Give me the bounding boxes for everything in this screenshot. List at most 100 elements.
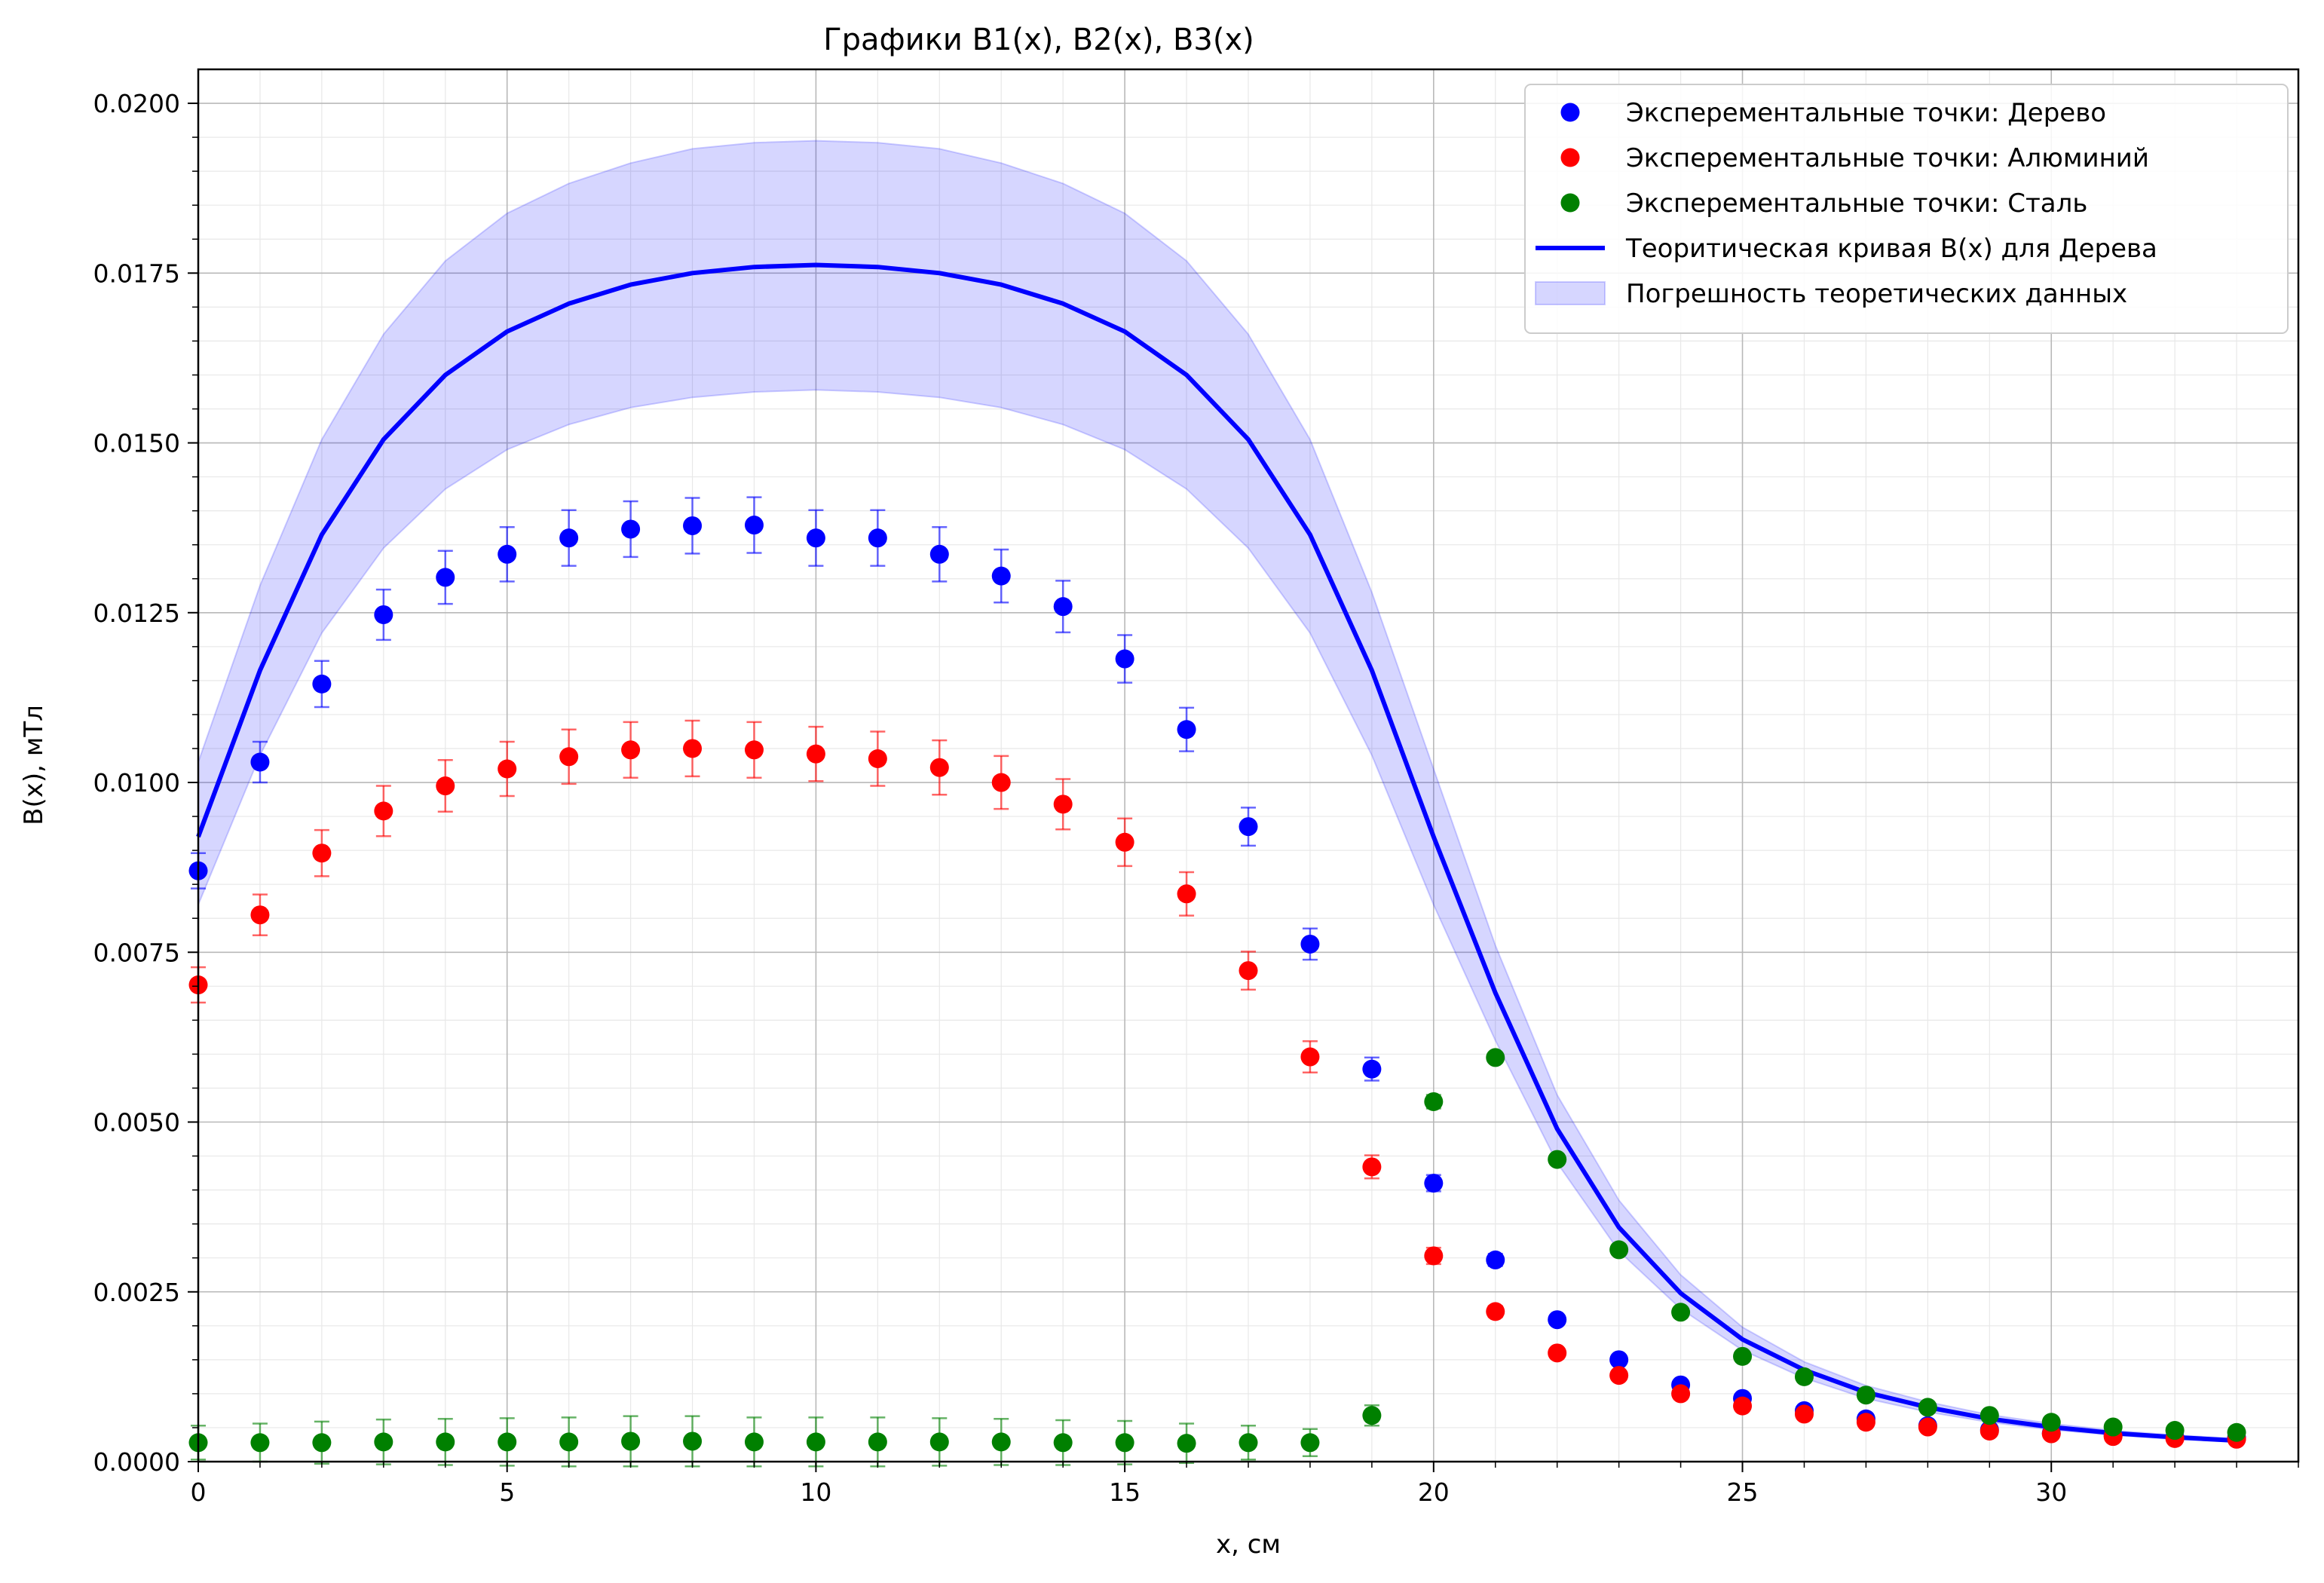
data-point (744, 740, 764, 760)
theory-line (196, 262, 2237, 1444)
data-point (1362, 1406, 1382, 1425)
data-point (621, 519, 641, 539)
data-point (436, 1432, 455, 1452)
data-point (1115, 832, 1134, 852)
axis-ticks: 0 5 10 15 20 25 30 0.0000 0.0025 0.0050 0.0075 0.01… (93, 89, 2299, 1507)
y-tick-label: 0.0050 (93, 1108, 180, 1137)
data-point (1239, 817, 1258, 837)
data-point (744, 516, 764, 535)
data-point (1548, 1343, 1567, 1363)
data-point (1486, 1302, 1505, 1321)
y-tick-label: 0.0000 (93, 1447, 180, 1477)
data-point (1856, 1413, 1875, 1432)
data-point (1918, 1417, 1937, 1437)
data-point (1424, 1092, 1444, 1111)
data-point (991, 1432, 1011, 1452)
data-point (1300, 1047, 1320, 1067)
data-point (498, 1432, 517, 1452)
legend-patch (1535, 281, 1606, 305)
data-point (1980, 1421, 1999, 1441)
data-point (2103, 1417, 2123, 1437)
data-point (1548, 1150, 1567, 1169)
data-point (1239, 961, 1258, 981)
data-point (559, 747, 579, 767)
chart-title: Графики B1(x), B2(x), B3(x) (823, 23, 1254, 57)
data-point (1177, 720, 1196, 739)
data-point (1856, 1386, 1875, 1405)
data-point (1671, 1384, 1691, 1404)
data-point (1733, 1346, 1753, 1366)
data-point (1733, 1396, 1753, 1416)
data-point (1239, 1433, 1258, 1453)
legend-label: Эксперементальные точки: Алюминий (1626, 143, 2149, 173)
legend-label: Эксперементальные точки: Сталь (1626, 188, 2087, 219)
data-point (1177, 1434, 1196, 1453)
data-point (1794, 1367, 1814, 1386)
data-point (374, 801, 393, 821)
data-point (683, 739, 703, 758)
x-tick-label: 0 (191, 1477, 207, 1507)
data-point (1609, 1366, 1629, 1386)
legend-label: Теоритическая кривая B(x) для Дерева (1625, 234, 2157, 264)
data-points (188, 496, 2246, 1468)
data-point (312, 674, 332, 694)
legend-label: Эксперементальные точки: Дерево (1626, 98, 2106, 128)
data-point (1115, 1433, 1134, 1453)
data-point (929, 544, 949, 564)
legend-marker (1560, 193, 1580, 213)
x-tick-label: 5 (499, 1477, 515, 1507)
legend-marker (1560, 148, 1580, 167)
data-point (559, 528, 579, 548)
y-tick-label: 0.0125 (93, 599, 180, 628)
series-2 (188, 1048, 2246, 1468)
x-tick-label: 20 (1418, 1477, 1450, 1507)
data-point (374, 1432, 393, 1452)
data-point (374, 605, 393, 624)
x-tick-label: 15 (1109, 1477, 1141, 1507)
data-point (312, 844, 332, 863)
data-point (868, 1432, 887, 1452)
y-tick-label: 0.0150 (93, 429, 180, 458)
data-point (1362, 1157, 1382, 1177)
data-point (683, 1431, 703, 1451)
data-point (1053, 1433, 1073, 1453)
data-point (1486, 1250, 1505, 1269)
legend-marker (1560, 103, 1580, 122)
data-point (1053, 597, 1073, 617)
data-point (2041, 1413, 2061, 1432)
data-point (1362, 1059, 1382, 1079)
theory-curve (196, 262, 2237, 1444)
y-tick-label: 0.0175 (93, 259, 180, 288)
data-point (1424, 1246, 1444, 1266)
data-point (1053, 795, 1073, 814)
data-point (1177, 884, 1196, 904)
y-tick-label: 0.0100 (93, 768, 180, 798)
data-point (1486, 1048, 1505, 1067)
data-point (250, 1433, 270, 1453)
data-point (929, 1432, 949, 1452)
legend-label: Погрешность теоретических данных (1626, 279, 2127, 309)
data-point (436, 568, 455, 587)
data-point (683, 516, 703, 535)
data-point (621, 1431, 641, 1451)
data-point (1671, 1303, 1691, 1322)
data-point (1424, 1174, 1444, 1193)
data-point (1300, 1433, 1320, 1453)
data-point (250, 752, 270, 772)
data-point (1980, 1406, 1999, 1425)
data-point (1609, 1350, 1629, 1370)
y-tick-label: 0.0025 (93, 1278, 180, 1307)
data-point (436, 776, 455, 796)
legend: Эксперементальные точки: Дерево Экспереме… (1524, 84, 2289, 334)
data-point (744, 1432, 764, 1452)
data-point (1918, 1398, 1937, 1417)
data-point (621, 740, 641, 760)
data-point (1300, 934, 1320, 954)
data-point (868, 749, 887, 768)
data-point (991, 773, 1011, 792)
data-point (1794, 1404, 1814, 1424)
x-axis-label: x, см (1216, 1529, 1281, 1560)
data-point (498, 544, 517, 564)
data-point (806, 1432, 825, 1452)
